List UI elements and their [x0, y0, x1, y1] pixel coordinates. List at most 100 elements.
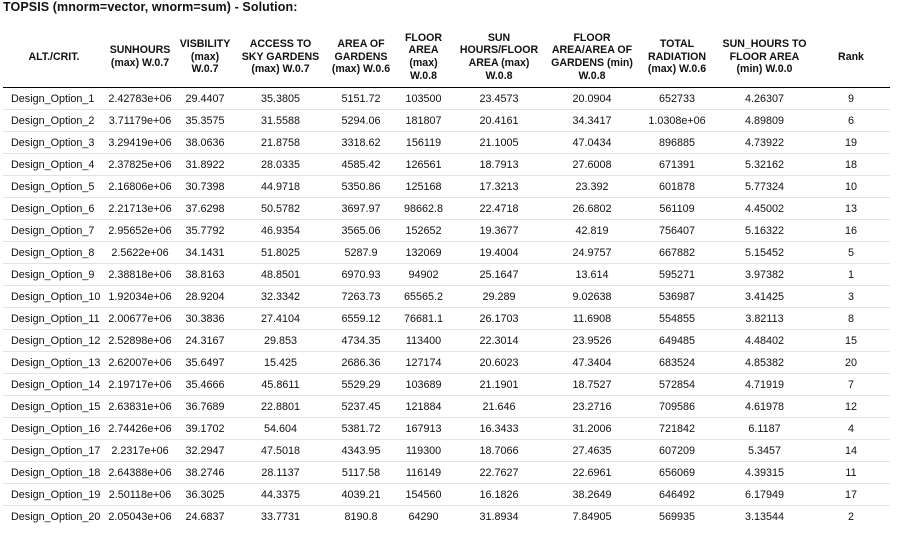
table-cell: 30.7398 — [175, 175, 235, 198]
alternative-name-cell: Design_Option_4 — [3, 153, 105, 176]
table-cell: 3.97382 — [717, 263, 812, 286]
table-cell: 35.7792 — [175, 219, 235, 242]
rank-cell: 5 — [812, 241, 890, 264]
table-cell: 126561 — [396, 153, 451, 176]
table-cell: 561109 — [637, 197, 717, 220]
table-cell: 5350.86 — [326, 175, 396, 198]
table-cell: 23.392 — [547, 175, 637, 198]
table-cell: 17.3213 — [451, 175, 547, 198]
table-cell: 39.1702 — [175, 417, 235, 440]
table-cell: 27.6008 — [547, 153, 637, 176]
table-row: Design_Option_13 2.62007e+06 35.6497 15.425… — [3, 351, 890, 374]
alternative-name-cell: Design_Option_20 — [11, 510, 101, 523]
header-floor-area-area-of-gardens: FLOOR AREA/AREA OF GARDENS (min) W.0.8 — [547, 27, 637, 88]
alternative-name-cell: Design_Option_6 — [3, 197, 105, 220]
table-cell: 116149 — [396, 461, 451, 484]
header-access-sky-gardens: ACCESS TO SKY GARDENS (max) W.0.7 — [235, 27, 326, 88]
table-cell: 4.61978 — [717, 395, 812, 418]
table-cell: 29.4407 — [175, 87, 235, 110]
table-cell: 64290 — [408, 510, 439, 523]
table-cell: 76681.1 — [396, 307, 451, 330]
rank-cell: 7 — [812, 373, 890, 396]
table-cell: 2.42783e+06 — [105, 87, 175, 110]
table-cell: 5151.72 — [326, 87, 396, 110]
rank-cell: 19 — [812, 131, 890, 154]
table-row: Design_Option_15 2.63831e+06 36.7689 22.880… — [3, 395, 890, 418]
table-row: Design_Option_1 2.42783e+06 29.4407 35.3805… — [3, 87, 890, 110]
table-cell: 1.0308e+06 — [637, 109, 717, 132]
page-title: TOPSIS (mnorm=vector, wnorm=sum) - Solut… — [3, 0, 298, 14]
table-cell: 2.63831e+06 — [105, 395, 175, 418]
table-cell: 2.16806e+06 — [105, 175, 175, 198]
table-cell: 656069 — [637, 461, 717, 484]
table-cell: 31.2006 — [547, 417, 637, 440]
table-cell: 24.3167 — [175, 329, 235, 352]
table-row: Design_Option_9 2.38818e+06 38.8163 48.8501… — [3, 263, 890, 286]
rank-cell: 15 — [812, 329, 890, 352]
table-cell: 4.48402 — [717, 329, 812, 352]
header-sun-hours-to-floor-area: SUN_HOURS TO FLOOR AREA (min) W.0.0 — [717, 27, 812, 88]
table-cell: 4343.95 — [326, 439, 396, 462]
table-cell: 4.45002 — [717, 197, 812, 220]
table-cell: 569935 — [658, 510, 696, 523]
header-alt-crit: ALT./CRIT. — [3, 27, 105, 88]
table-cell: 16.3433 — [451, 417, 547, 440]
alternative-name-cell: Design_Option_15 — [3, 395, 105, 418]
table-cell: 44.3375 — [235, 483, 326, 506]
table-cell: 721842 — [637, 417, 717, 440]
table-cell: 595271 — [637, 263, 717, 286]
alternative-name-cell: Design_Option_12 — [3, 329, 105, 352]
table-header-row: ALT./CRIT. SUNHOURS (max) W.0.7 VISBILITY … — [3, 27, 890, 88]
table-row: Design_Option_19 2.50118e+06 36.3025 44.337… — [3, 483, 890, 506]
alternative-name-cell: Design_Option_11 — [3, 307, 105, 330]
table-cell: 2.00677e+06 — [105, 307, 175, 330]
table-cell: 4.89809 — [717, 109, 812, 132]
table-cell: 22.3014 — [451, 329, 547, 352]
table-row: Design_Option_18 2.64388e+06 38.2746 28.113… — [3, 461, 890, 484]
header-sun-hours-floor-area: SUN HOURS/FLOOR AREA (max) W.0.8 — [451, 27, 547, 88]
table-cell: 5294.06 — [326, 109, 396, 132]
table-cell: 22.6961 — [547, 461, 637, 484]
table-cell: 103500 — [396, 87, 451, 110]
alternative-name-cell: Design_Option_9 — [3, 263, 105, 286]
table-row: Design_Option_4 2.37825e+06 31.8922 28.0335… — [3, 153, 890, 176]
table-row: Design_Option_10 1.92034e+06 28.9204 32.334… — [3, 285, 890, 308]
table-cell: 15.425 — [235, 351, 326, 374]
table-cell: 31.8922 — [175, 153, 235, 176]
rank-cell: 6 — [812, 109, 890, 132]
table-cell: 121884 — [396, 395, 451, 418]
rank-cell: 9 — [812, 87, 890, 110]
rank-cell: 12 — [812, 395, 890, 418]
table-cell: 47.0434 — [547, 131, 637, 154]
table-cell: 13.614 — [547, 263, 637, 286]
table-cell: 3318.62 — [326, 131, 396, 154]
table-row: Design_Option_5 2.16806e+06 30.7398 44.9718… — [3, 175, 890, 198]
table-cell: 2.38818e+06 — [105, 263, 175, 286]
table-cell: 5.32162 — [717, 153, 812, 176]
table-cell: 5381.72 — [326, 417, 396, 440]
table-cell: 536987 — [637, 285, 717, 308]
table-cell: 3.82113 — [717, 307, 812, 330]
table-cell: 31.8934 — [479, 510, 519, 523]
table-cell: 24.6837 — [185, 510, 225, 523]
header-visibility: VISBILITY (max) W.0.7 — [175, 27, 235, 88]
rank-cell: 3 — [812, 285, 890, 308]
rank-cell: 17 — [812, 483, 890, 506]
table-cell: 2.19717e+06 — [105, 373, 175, 396]
table-cell: 125168 — [396, 175, 451, 198]
table-cell: 5237.45 — [326, 395, 396, 418]
table-cell: 3.29419e+06 — [105, 131, 175, 154]
table-cell: 2.5622e+06 — [105, 241, 175, 264]
table-cell: 20.6023 — [451, 351, 547, 374]
table-cell: 19.3677 — [451, 219, 547, 242]
table-cell: 54.604 — [235, 417, 326, 440]
table-cell: 4039.21 — [326, 483, 396, 506]
table-row: Design_Option_8 2.5622e+06 34.1431 51.8025 5… — [3, 241, 890, 264]
table-cell: 4.26307 — [717, 87, 812, 110]
table-cell: 8190.8 — [344, 510, 378, 523]
table-cell: 6.17949 — [717, 483, 812, 506]
table-cell: 98662.8 — [396, 197, 451, 220]
alternative-name-cell: Design_Option_5 — [3, 175, 105, 198]
table-cell: 47.5018 — [235, 439, 326, 462]
table-cell: 4.73922 — [717, 131, 812, 154]
